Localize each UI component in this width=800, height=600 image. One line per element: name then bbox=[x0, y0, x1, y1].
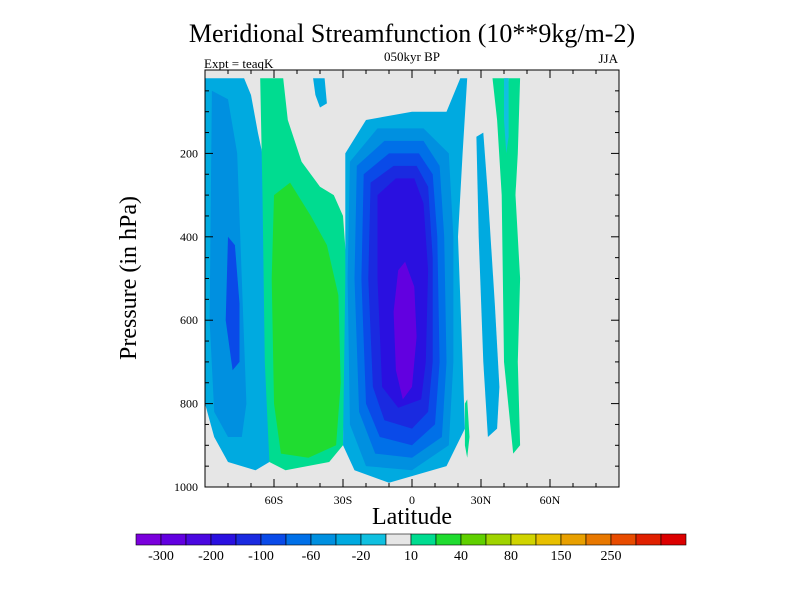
colorbar-swatch bbox=[460, 533, 487, 546]
colorbar-label: -100 bbox=[248, 549, 274, 564]
y-tick-label: 400 bbox=[180, 230, 198, 244]
region-sh-bright-green-cell bbox=[271, 182, 341, 458]
colorbar-label: 150 bbox=[551, 549, 572, 564]
chart-title: Meridional Streamfunction (10**9kg/m-2) bbox=[189, 19, 635, 48]
region-nh-tropical-cyan-band bbox=[476, 132, 500, 437]
colorbar-swatch bbox=[285, 533, 312, 546]
colorbar-label: -200 bbox=[198, 549, 224, 564]
colorbar-swatch bbox=[510, 533, 537, 546]
region-nh-cyan-strip bbox=[504, 78, 509, 154]
x-tick-label: 60N bbox=[540, 493, 561, 507]
colorbar-label: 10 bbox=[404, 549, 418, 564]
y-tick-label: 800 bbox=[180, 397, 198, 411]
region-nh-thin-cyan-band bbox=[313, 78, 327, 108]
chart-subtitle: 050kyr BP bbox=[384, 49, 440, 64]
region-equatorial-cell-core bbox=[393, 261, 417, 400]
colorbar-swatch bbox=[560, 533, 587, 546]
x-tick-label: 30N bbox=[471, 493, 492, 507]
season-label: JJA bbox=[598, 51, 618, 66]
colorbar-swatch bbox=[610, 533, 637, 546]
x-axis-label: Latitude bbox=[372, 504, 452, 530]
colorbar-label: -300 bbox=[148, 549, 174, 564]
axis-ticks: 60S 30S 0 30N 60N 200 400 600 800 1000 bbox=[174, 70, 619, 507]
y-tick-label: 200 bbox=[180, 146, 198, 160]
plot-area: 60S 30S 0 30N 60N 200 400 600 800 1000 bbox=[174, 69, 620, 507]
x-tick-label: 0 bbox=[409, 493, 415, 507]
contour-regions bbox=[205, 78, 521, 483]
colorbar-swatch bbox=[585, 533, 612, 546]
colorbar-label: 80 bbox=[504, 549, 518, 564]
y-tick-label: 600 bbox=[180, 313, 198, 327]
colorbar-swatch bbox=[485, 533, 512, 546]
colorbar: -300 -200 -100 -60 -20 10 40 80 150 250 bbox=[135, 533, 687, 564]
colorbar-swatch bbox=[210, 533, 237, 546]
colorbar-swatch bbox=[535, 533, 562, 546]
colorbar-swatch bbox=[360, 533, 387, 546]
colorbar-swatch bbox=[435, 533, 462, 546]
colorbar-swatch bbox=[635, 533, 662, 546]
region-sh-deep-blue-cell bbox=[225, 236, 240, 371]
y-tick-label: 1000 bbox=[174, 480, 198, 494]
colorbar-swatch bbox=[185, 533, 212, 546]
colorbar-swatch bbox=[235, 533, 262, 546]
colorbar-swatch bbox=[160, 533, 187, 546]
colorbar-swatch bbox=[310, 533, 337, 546]
colorbar-label: -60 bbox=[302, 549, 321, 564]
region-nh-green-column bbox=[492, 78, 521, 454]
colorbar-label: 40 bbox=[454, 549, 468, 564]
region-nh-green-plume bbox=[464, 399, 470, 458]
colorbar-label: 250 bbox=[601, 549, 622, 564]
y-axis-label: Pressure (in hPa) bbox=[116, 196, 142, 360]
x-tick-label: 30S bbox=[334, 493, 353, 507]
colorbar-swatch bbox=[660, 533, 687, 546]
colorbar-label: -20 bbox=[352, 549, 371, 564]
colorbar-swatch bbox=[135, 533, 162, 546]
colorbar-swatch bbox=[385, 533, 412, 546]
colorbar-swatch bbox=[335, 533, 362, 546]
colorbar-swatch bbox=[260, 533, 287, 546]
experiment-label: Expt = teaqK bbox=[204, 56, 274, 71]
region-nh-green-column-2 bbox=[508, 78, 521, 196]
region-nh-small-cyan-patch bbox=[487, 341, 495, 412]
colorbar-swatch bbox=[410, 533, 437, 546]
x-tick-label: 60S bbox=[265, 493, 284, 507]
